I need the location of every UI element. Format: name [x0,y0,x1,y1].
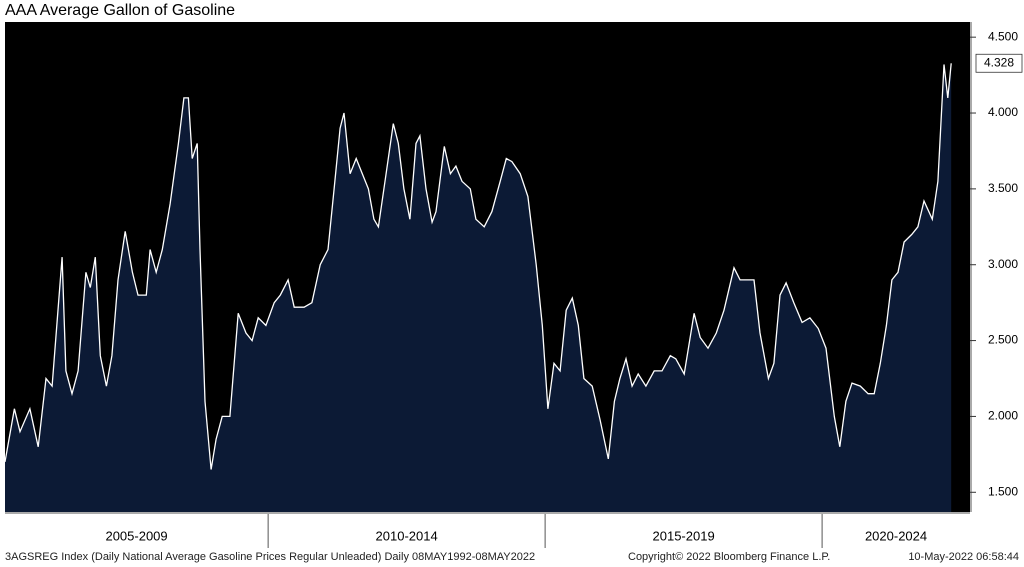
series-line [4,63,952,470]
chart-title: AAA Average Gallon of Gasoline [5,2,235,19]
footer-timestamp: 10-May-2022 06:58:44 [908,551,1019,563]
y-tick-label: 4.000 [988,105,1018,119]
y-tick-label: 3.500 [988,181,1018,195]
x-period-label: 2005-2009 [105,528,167,543]
last-value-box [975,53,1023,73]
footer-copyright: Copyright© 2022 Bloomberg Finance L.P. [628,551,830,563]
y-tick-label: 1.500 [988,484,1018,498]
footer-source: 3AGSREG Index (Daily National Average Ga… [5,551,535,563]
y-tick-label: 2.500 [988,333,1018,347]
x-period-label: 2010-2014 [376,528,438,543]
x-period-label: 2020-2024 [865,528,927,543]
y-tick-label: 3.000 [988,257,1018,271]
area-fill [5,63,952,513]
last-value-label: 4.328 [984,55,1014,69]
y-tick-label: 4.500 [988,29,1018,43]
x-period-label: 2015-2019 [653,528,715,543]
y-tick-label: 2.000 [988,409,1018,423]
